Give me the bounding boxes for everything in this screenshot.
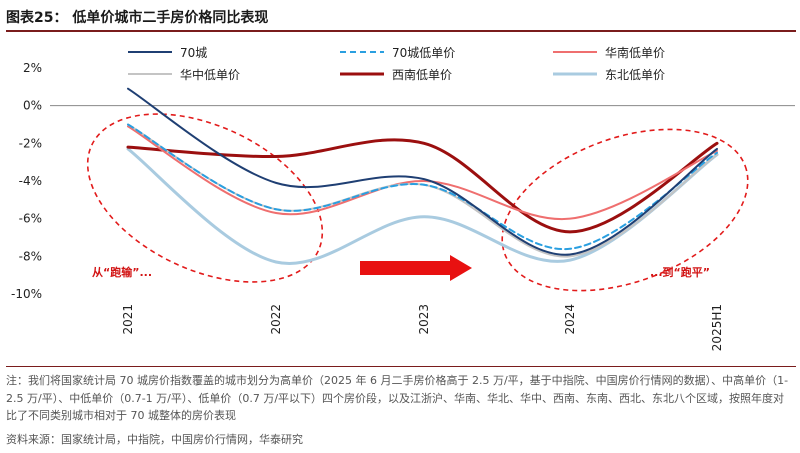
chart-annotations: 从“跑输”... ...到“跑平” xyxy=(92,265,710,279)
legend-label: 70城低单价 xyxy=(392,46,455,60)
y-tick-label: 2% xyxy=(23,61,42,75)
y-tick-label: -6% xyxy=(19,212,42,226)
chart-title: 图表25： 低单价城市二手房价格同比表现 xyxy=(6,10,269,26)
x-tick-label: 2024 xyxy=(563,304,577,335)
title-divider xyxy=(6,30,796,32)
x-tick-label: 2023 xyxy=(417,304,431,335)
legend-label: 华中低单价 xyxy=(180,67,240,82)
chart-title-bar: 图表25： 低单价城市二手房价格同比表现 xyxy=(6,3,796,32)
legend-label: 70城 xyxy=(180,46,207,60)
y-tick-label: 0% xyxy=(23,99,42,113)
y-axis: 2% 0% -2% -4% -6% -8% -10% xyxy=(11,61,795,301)
legend-label: 西南低单价 xyxy=(392,67,452,82)
legend-label: 华南低单价 xyxy=(605,45,665,60)
y-tick-label: -8% xyxy=(19,249,42,263)
series-line xyxy=(126,138,719,234)
highlight-ellipse-left xyxy=(86,113,324,283)
chart-series xyxy=(126,87,719,265)
series-line xyxy=(126,147,719,265)
y-tick-label: -10% xyxy=(11,287,42,301)
series-line xyxy=(127,125,718,221)
transition-arrow xyxy=(360,255,472,281)
arrow-shape xyxy=(360,255,472,281)
series-line xyxy=(127,87,718,256)
annotation-left: 从“跑输”... xyxy=(92,265,152,279)
series-line xyxy=(127,123,718,250)
y-tick-label: -4% xyxy=(19,174,42,188)
x-tick-label: 2025H1 xyxy=(710,304,724,351)
x-tick-label: 2021 xyxy=(121,304,135,335)
y-tick-label: -2% xyxy=(19,136,42,150)
legend-label: 东北低单价 xyxy=(605,68,665,82)
chart-note: 注：我们将国家统计局 70 城房价指数覆盖的城市划分为高单价（2025 年 6 … xyxy=(6,374,789,422)
x-tick-label: 2022 xyxy=(269,304,283,335)
highlight-ellipses xyxy=(86,113,749,292)
annotation-right: ...到“跑平” xyxy=(650,265,710,279)
footer-divider xyxy=(6,366,796,367)
chart-source: 资料来源：国家统计局，中指院，中国房价行情网，华泰研究 xyxy=(6,433,303,446)
highlight-ellipse-right xyxy=(501,128,749,292)
x-axis: 2021 2022 2023 2024 2025H1 xyxy=(121,304,724,351)
